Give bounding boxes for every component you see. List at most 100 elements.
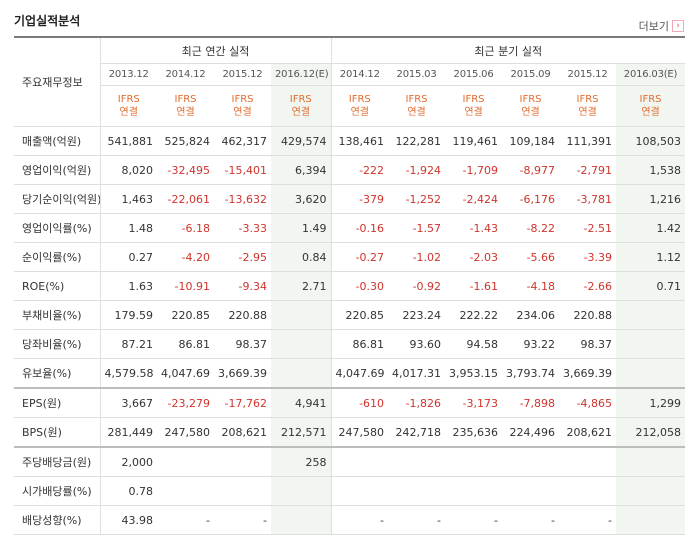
table-cell: -1.57 <box>388 213 446 243</box>
table-cell: 1,538 <box>616 155 686 185</box>
table-cell: -4.20 <box>157 242 214 272</box>
table-cell: 235,636 <box>445 417 503 448</box>
table-cell <box>559 446 617 477</box>
table-cell: 87.21 <box>99 329 157 359</box>
table-cell: -6.18 <box>157 213 214 243</box>
ifrs-standard-label: IFRS 연결 <box>214 85 271 127</box>
table-cell: 122,281 <box>388 126 446 156</box>
table-cell: 462,317 <box>214 126 271 156</box>
table-cell <box>559 476 617 506</box>
row-label: 영업이익(억원) <box>14 155 100 185</box>
period-header: 2016.12(E) <box>271 63 332 86</box>
table-row: 순이익률(%) 0.27 -4.20 -2.95 0.84 -0.27 -1.02 -2.03… <box>14 242 686 272</box>
table-cell <box>271 476 332 506</box>
ifrs-standard-label: IFRS 연결 <box>330 85 389 127</box>
more-link[interactable]: 더보기 › <box>639 18 684 34</box>
table-cell: 4,579.58 <box>99 358 157 389</box>
table-cell: 223.24 <box>388 300 446 330</box>
table-cell: -17,762 <box>214 387 271 418</box>
table-cell: 86.81 <box>157 329 214 359</box>
table-cell: -1,924 <box>388 155 446 185</box>
table-cell: -0.16 <box>330 213 389 243</box>
row-label: ROE(%) <box>14 271 100 301</box>
table-cell: -2.95 <box>214 242 271 272</box>
table-cell: -2.66 <box>559 271 617 301</box>
table-cell: -9.34 <box>214 271 271 301</box>
table-cell: 94.58 <box>445 329 503 359</box>
row-label: 부채비율(%) <box>14 300 100 330</box>
table-cell <box>330 446 389 477</box>
row-label: EPS(원) <box>14 387 100 418</box>
table-cell: 247,580 <box>330 417 389 448</box>
annual-group-header: 최근 연간 실적 <box>99 36 332 64</box>
period-header: 2015.06 <box>445 63 503 86</box>
table-cell: -23,279 <box>157 387 214 418</box>
table-cell: 541,881 <box>99 126 157 156</box>
table-cell <box>445 476 503 506</box>
table-cell: 4,941 <box>271 387 332 418</box>
table-cell <box>616 476 686 506</box>
table-row: 매출액(억원) 541,881 525,824 462,317 429,574 138,4… <box>14 126 686 156</box>
table-cell: -4,865 <box>559 387 617 418</box>
table-cell <box>271 329 332 359</box>
table-cell: -379 <box>330 184 389 214</box>
table-cell <box>157 446 214 477</box>
table-row: 당좌비율(%) 87.21 86.81 98.37 86.81 93.60 94.58 93.… <box>14 329 686 359</box>
table-cell: -3.33 <box>214 213 271 243</box>
table-cell: 8,020 <box>99 155 157 185</box>
table-cell <box>616 329 686 359</box>
table-cell <box>502 446 560 477</box>
table-cell: 1,299 <box>616 387 686 418</box>
period-header: 2014.12 <box>330 63 389 86</box>
table-cell: 86.81 <box>330 329 389 359</box>
table-cell: 119,461 <box>445 126 503 156</box>
ifrs-standard-label: IFRS 연결 <box>99 85 157 127</box>
table-cell: -22,061 <box>157 184 214 214</box>
table-cell: -4.18 <box>502 271 560 301</box>
table-cell: 108,503 <box>616 126 686 156</box>
table-cell: - <box>502 505 560 535</box>
table-cell: -1.02 <box>388 242 446 272</box>
table-cell: - <box>388 505 446 535</box>
table-cell <box>214 446 271 477</box>
table-cell: -2,791 <box>559 155 617 185</box>
table-cell: 3,669.39 <box>559 358 617 389</box>
table-cell <box>388 476 446 506</box>
table-cell: 212,571 <box>271 417 332 448</box>
table-cell: 93.22 <box>502 329 560 359</box>
ifrs-standard-label: IFRS 연결 <box>388 85 446 127</box>
quarter-group-header: 최근 분기 실적 <box>330 36 686 64</box>
ifrs-standard-label: IFRS 연결 <box>445 85 503 127</box>
ifrs-standard-label: IFRS 연결 <box>559 85 617 127</box>
table-cell: 220.88 <box>559 300 617 330</box>
ifrs-standard-label: IFRS 연결 <box>271 85 332 127</box>
more-label: 더보기 <box>638 20 669 33</box>
row-label: 당기순이익(억원) <box>14 184 100 214</box>
table-cell: 208,621 <box>559 417 617 448</box>
table-cell: - <box>330 505 389 535</box>
table-cell: - <box>157 505 214 535</box>
table-cell: -1.43 <box>445 213 503 243</box>
table-cell: - <box>559 505 617 535</box>
table-row: EPS(원) 3,667 -23,279 -17,762 4,941 -610 -1,826… <box>14 387 686 418</box>
table-cell <box>616 446 686 477</box>
table-cell: -3,173 <box>445 387 503 418</box>
table-cell: -222 <box>330 155 389 185</box>
table-cell <box>157 476 214 506</box>
table-cell <box>330 476 389 506</box>
row-label: 당좌비율(%) <box>14 329 100 359</box>
table-cell <box>502 476 560 506</box>
table-cell: 4,047.69 <box>157 358 214 389</box>
table-cell: 1,463 <box>99 184 157 214</box>
table-cell: -1,252 <box>388 184 446 214</box>
table-cell: 281,449 <box>99 417 157 448</box>
table-cell: 1.49 <box>271 213 332 243</box>
ifrs-standard-label: IFRS 연결 <box>502 85 560 127</box>
table-cell: 247,580 <box>157 417 214 448</box>
table-cell: -610 <box>330 387 389 418</box>
table-cell: 0.78 <box>99 476 157 506</box>
table-cell: 4,017.31 <box>388 358 446 389</box>
period-header: 2015.09 <box>502 63 560 86</box>
table-row: ROE(%) 1.63 -10.91 -9.34 2.71 -0.30 -0.92 -1.61… <box>14 271 686 301</box>
table-cell: 3,793.74 <box>502 358 560 389</box>
